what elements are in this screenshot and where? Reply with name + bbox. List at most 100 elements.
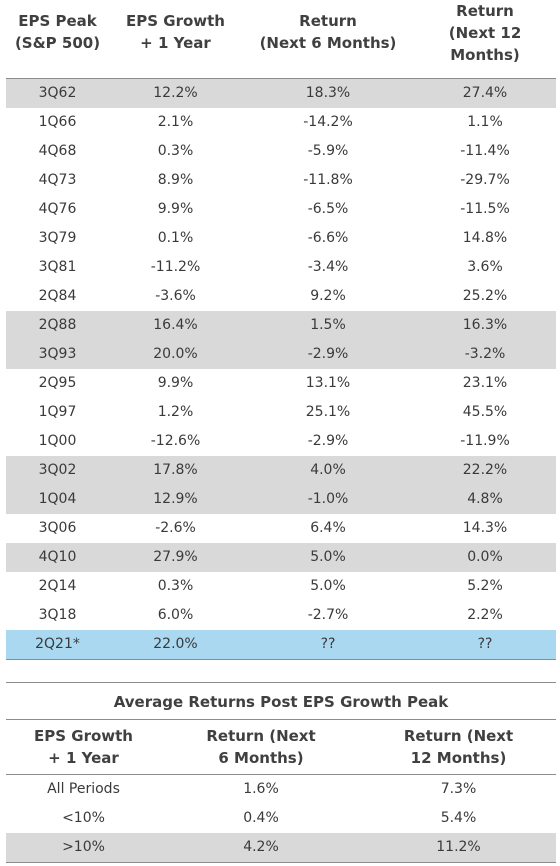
table-row: 2Q21* 22.0%???? <box>6 630 556 659</box>
period-cell: 3Q62 <box>38 85 77 101</box>
header-avg-return-12m: Return (Next 12 Months) <box>403 727 514 767</box>
eps-growth-cell: 22.0% <box>153 636 198 652</box>
return-6m-cell: -2.9% <box>307 346 349 362</box>
table-row: 4Q10 27.9% 5.0% 0.0% <box>6 543 556 572</box>
return-6m-cell: 9.2% <box>310 288 346 304</box>
period-cell: 1Q00 <box>38 433 77 449</box>
eps-growth-cell: -3.6% <box>155 288 196 304</box>
return-6m-cell: -1.0% <box>307 491 349 507</box>
avg-return-6m-cell: 0.4% <box>243 810 279 826</box>
return-6m-cell: 5.0% <box>310 549 346 565</box>
return-12m-cell: 16.3% <box>462 317 508 333</box>
return-12m-cell: -11.4% <box>460 143 510 159</box>
period-cell: 2Q84 <box>38 288 77 304</box>
period-cell: 3Q02 <box>38 462 77 478</box>
return-12m-cell: 14.8% <box>462 230 508 246</box>
period-cell: 3Q79 <box>38 230 77 246</box>
table-row: 2Q14 0.3% 5.0% 5.2% <box>6 572 556 601</box>
table-row: 3Q62 12.2% 18.3% 27.4% <box>6 79 556 108</box>
eps-growth-cell: 9.9% <box>157 201 194 217</box>
period-cell: 4Q73 <box>38 172 77 188</box>
eps-growth-cell: -12.6% <box>150 433 201 449</box>
average-returns-body: All Periods 1.6% 7.3% <10% 0.4% 5.4% >10% 4.2% 1… <box>6 775 556 862</box>
avg-return-12m-cell: 7.3% <box>440 781 477 797</box>
table-row: 3Q81 -11.2% -3.4% 3.6% <box>6 253 556 282</box>
return-6m-cell: -6.6% <box>307 230 349 246</box>
eps-growth-cell: 27.9% <box>153 549 198 565</box>
table-row: 2Q84 -3.6% 9.2% 25.2% <box>6 282 556 311</box>
return-12m-cell: 4.8% <box>467 491 503 507</box>
table-row: 4Q68 0.3% -5.9% -11.4% <box>6 137 556 166</box>
eps-growth-cell: 12.2% <box>153 85 198 101</box>
avg-return-6m-cell: 4.2% <box>243 839 279 855</box>
period-cell: 4Q76 <box>38 201 77 217</box>
table-row: 2Q88 16.4% 1.5% 16.3% <box>6 311 556 340</box>
eps-peak-table-header: EPS Peak (S&P 500) EPS Growth + 1 Year R… <box>6 0 556 79</box>
table-row: 3Q18 6.0% -2.7% 2.2% <box>6 601 556 630</box>
table-row: 4Q73 8.9% -11.8% -29.7% <box>6 166 556 195</box>
eps-growth-cell: 9.9% <box>157 375 194 391</box>
return-12m-cell: 1.1% <box>467 114 503 130</box>
return-6m-cell: -5.9% <box>307 143 349 159</box>
eps-growth-cell: 20.0% <box>153 346 198 362</box>
return-12m-cell: -11.5% <box>460 201 510 217</box>
return-6m-cell: -2.7% <box>307 607 349 623</box>
return-12m-cell: 25.2% <box>462 288 508 304</box>
period-cell: 2Q21* <box>35 636 80 652</box>
return-12m-cell: 2.2% <box>467 607 503 623</box>
avg-return-12m-cell: 5.4% <box>440 810 477 826</box>
period-cell: 4Q68 <box>38 143 77 159</box>
avg-return-6m-cell: 1.6% <box>243 781 279 797</box>
period-cell: 1Q66 <box>38 114 77 130</box>
return-12m-cell: 27.4% <box>462 85 508 101</box>
eps-growth-cell: 6.0% <box>157 607 194 623</box>
return-12m-cell: -11.9% <box>460 433 510 449</box>
table-row: 1Q66 2.1% -14.2% 1.1% <box>6 108 556 137</box>
return-12m-cell: 23.1% <box>462 375 508 391</box>
return-6m-cell: 1.5% <box>310 317 346 333</box>
eps-growth-cell: 0.1% <box>157 230 194 246</box>
period-cell: 1Q97 <box>38 404 77 420</box>
period-cell: 3Q18 <box>38 607 77 623</box>
eps-peak-table-bottom-rule <box>6 659 556 660</box>
period-cell: 1Q04 <box>38 491 77 507</box>
table-row: 1Q00 -12.6% -2.9% -11.9% <box>6 427 556 456</box>
table-row: All Periods 1.6% 7.3% <box>6 775 556 804</box>
average-returns-table: Average Returns Post EPS Growth Peak EPS… <box>6 682 556 863</box>
header-eps-growth-bucket: EPS Growth + 1 Year <box>34 727 133 767</box>
period-cell: 3Q93 <box>38 346 77 362</box>
table-row: 2Q95 9.9% 13.1% 23.1% <box>6 369 556 398</box>
table-row: 1Q04 12.9% -1.0% 4.8% <box>6 485 556 514</box>
return-12m-cell: 22.2% <box>462 462 508 478</box>
return-6m-cell: 4.0% <box>310 462 346 478</box>
table-row: >10% 4.2% 11.2% <box>6 833 556 862</box>
eps-growth-cell: 0.3% <box>157 143 194 159</box>
eps-growth-cell: 0.3% <box>157 578 194 594</box>
return-6m-cell: -11.8% <box>303 172 353 188</box>
table-row: 3Q02 17.8% 4.0% 22.2% <box>6 456 556 485</box>
eps-growth-cell: 12.9% <box>153 491 198 507</box>
return-6m-cell: -6.5% <box>307 201 349 217</box>
eps-growth-cell: 8.9% <box>157 172 194 188</box>
return-6m-cell: 13.1% <box>305 375 351 391</box>
period-cell: 2Q88 <box>38 317 77 333</box>
table-row: 3Q93 20.0% -2.9% -3.2% <box>6 340 556 369</box>
table-row: 3Q79 0.1% -6.6% 14.8% <box>6 224 556 253</box>
average-returns-header: EPS Growth + 1 Year Return (Next 6 Month… <box>6 720 556 775</box>
return-12m-cell: -29.7% <box>460 172 510 188</box>
header-return-12m: Return (Next 12 Months) <box>448 2 522 64</box>
return-12m-cell: 0.0% <box>467 549 503 565</box>
eps-peak-table: EPS Peak (S&P 500) EPS Growth + 1 Year R… <box>6 0 556 660</box>
return-12m-cell: -3.2% <box>464 346 506 362</box>
return-12m-cell: ?? <box>477 636 493 652</box>
table-row: <10% 0.4% 5.4% <box>6 804 556 833</box>
return-6m-cell: -2.9% <box>307 433 349 449</box>
bucket-label-cell: All Periods <box>47 781 120 797</box>
period-cell: 3Q06 <box>38 520 77 536</box>
eps-growth-cell: 2.1% <box>157 114 194 130</box>
table-row: 3Q06 -2.6% 6.4% 14.3% <box>6 514 556 543</box>
return-6m-cell: -14.2% <box>303 114 353 130</box>
period-cell: 2Q95 <box>38 375 77 391</box>
average-returns-bottom-rule <box>6 862 556 863</box>
period-cell: 3Q81 <box>38 259 77 275</box>
